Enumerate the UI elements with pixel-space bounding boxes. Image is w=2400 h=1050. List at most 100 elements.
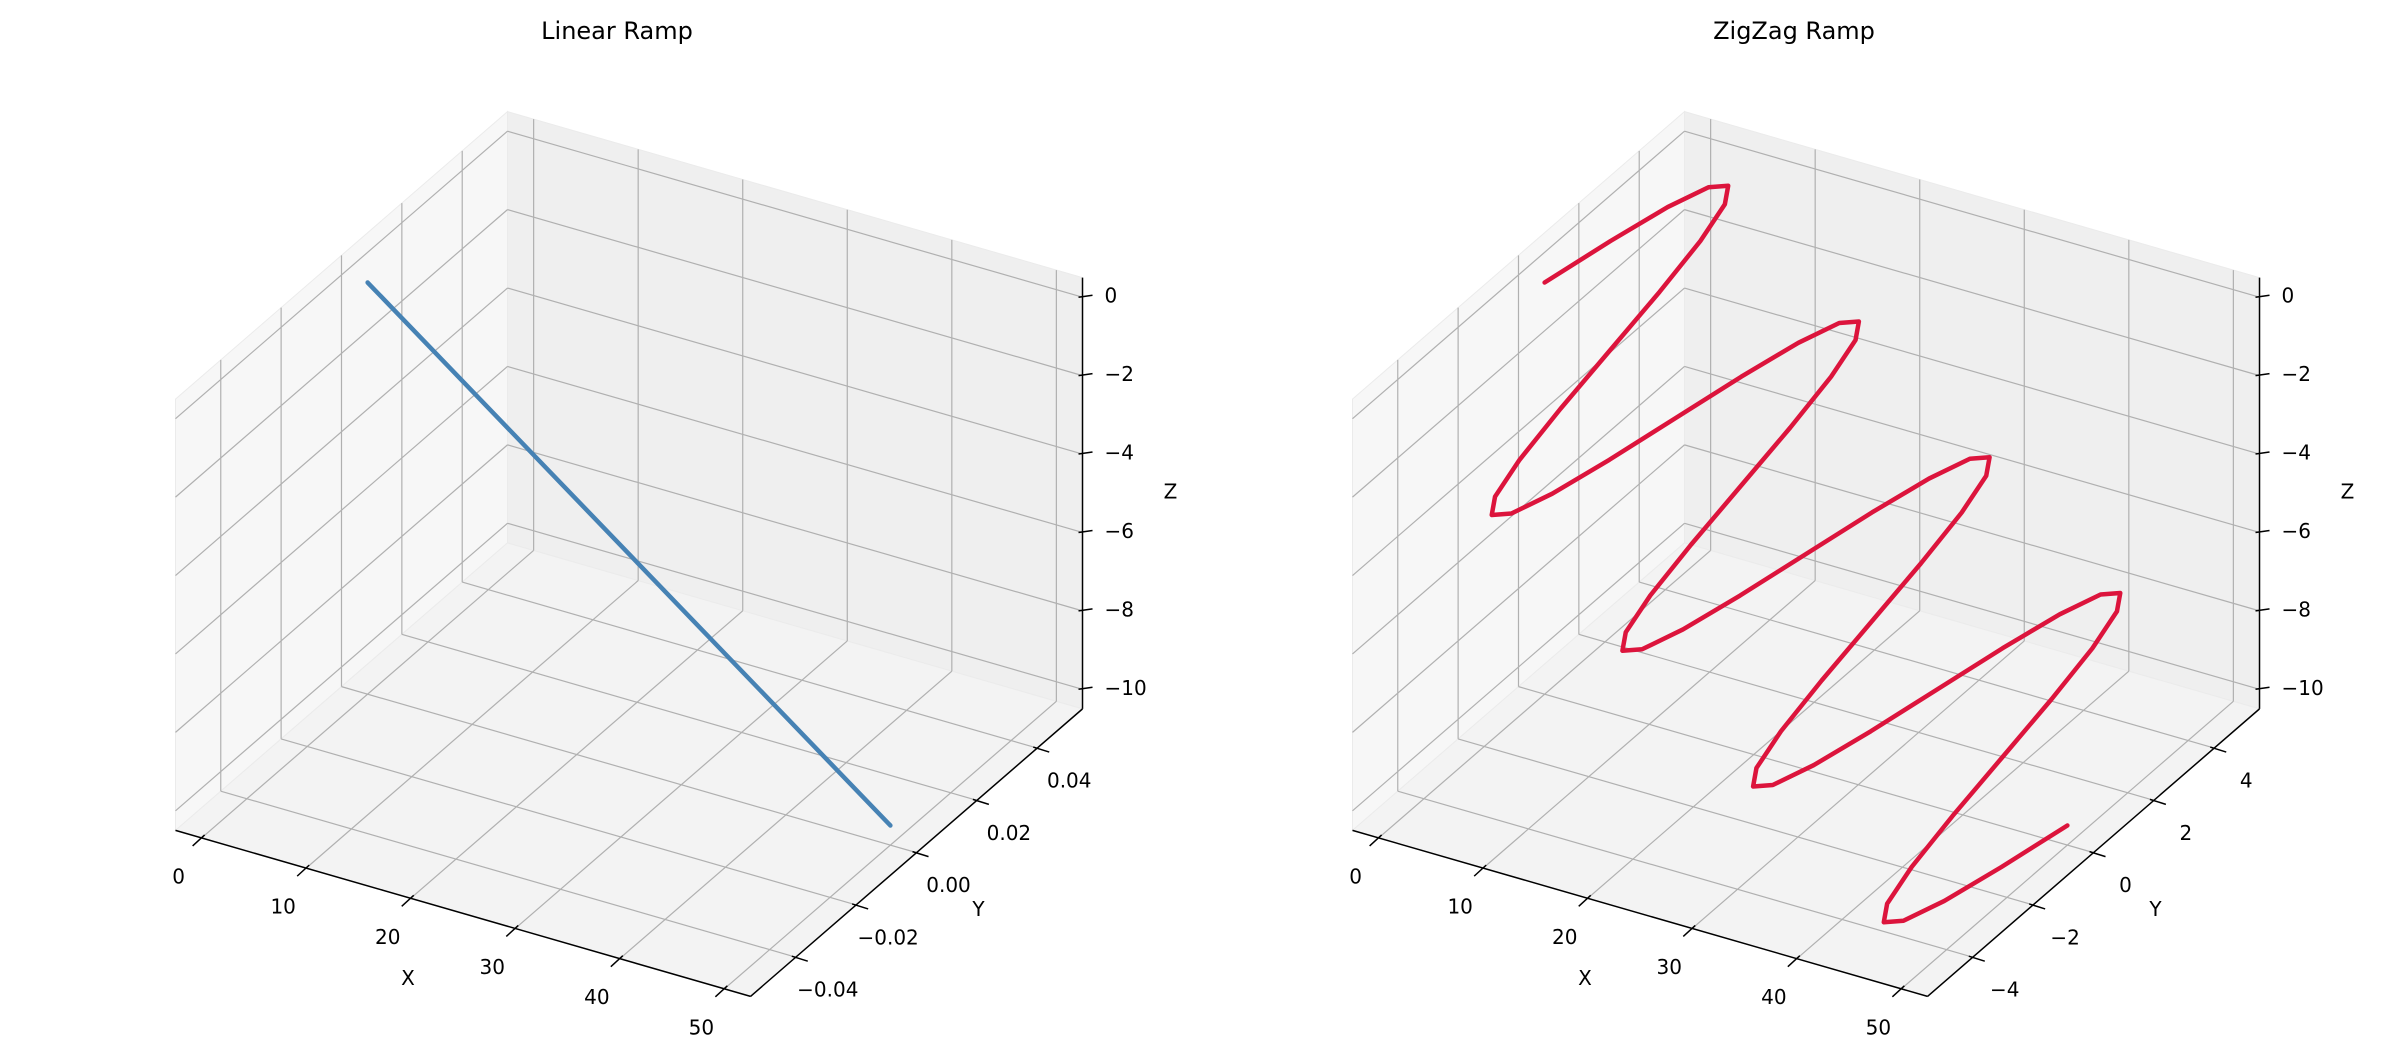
grid-line	[1352, 287, 1685, 577]
grid-line	[175, 209, 508, 498]
x-tick-label: 10	[270, 895, 295, 919]
z-tick-label: −6	[1105, 519, 1134, 543]
z-axis-label: Z	[1164, 480, 1178, 504]
z-tick	[2255, 451, 2270, 455]
x-tick	[610, 955, 624, 968]
x-axis-label: X	[1578, 966, 1592, 990]
x-tick-label: 50	[689, 1015, 714, 1039]
grid-line	[401, 633, 978, 801]
x-tick	[1578, 894, 1592, 907]
y-tick-label: 0	[2119, 873, 2132, 897]
grid-line	[341, 686, 917, 854]
data-line	[1489, 183, 2123, 925]
axis-line	[175, 829, 751, 998]
y-axis-label: Y	[2148, 897, 2162, 921]
x-tick-label: 20	[1552, 925, 1577, 949]
z-tick	[1078, 529, 1093, 534]
z-tick-label: 0	[2282, 284, 2295, 308]
z-tick	[2255, 686, 2270, 691]
x-tick	[1787, 955, 1801, 968]
y-tick-label: −0.04	[797, 978, 858, 1002]
grid-line	[1684, 365, 2260, 534]
grid-line	[175, 365, 508, 655]
z-tick-label: −4	[1105, 441, 1134, 465]
chart-title: ZigZag Ramp	[1713, 17, 1875, 45]
z-tick-label: −6	[2282, 519, 2311, 543]
y-tick-label: 2	[2180, 821, 2193, 845]
grid-line	[462, 581, 1038, 749]
x-tick	[1682, 924, 1696, 938]
y-tick	[972, 798, 990, 806]
x-tick-label: 10	[1447, 895, 1472, 919]
y-tick-label: 0.00	[926, 873, 971, 897]
y-tick-label: −4	[1990, 978, 2019, 1002]
grid-line	[1639, 581, 2215, 749]
grid-line	[175, 522, 508, 812]
grid-line	[507, 522, 1083, 690]
y-tick	[2210, 746, 2227, 753]
x-tick-label: 50	[1866, 1015, 1891, 1039]
z-tick	[2255, 372, 2270, 377]
y-tick	[912, 850, 929, 858]
x-tick-label: 20	[375, 925, 400, 949]
grid-line	[1352, 444, 1685, 733]
grid-line	[507, 209, 1083, 377]
z-tick-label: −2	[1105, 362, 1134, 386]
x-tick	[1473, 864, 1487, 877]
y-tick-label: −0.02	[857, 925, 918, 949]
grid-line	[1578, 633, 2155, 801]
y-tick-label: 4	[2240, 769, 2253, 793]
x-tick-label: 40	[1761, 985, 1786, 1009]
grid-line	[280, 738, 857, 906]
z-tick	[2255, 294, 2270, 298]
grid-line	[1684, 287, 2260, 455]
z-tick	[1078, 686, 1093, 691]
z-tick	[2255, 608, 2270, 612]
data-line	[365, 280, 893, 828]
x-tick-label: 40	[584, 985, 609, 1009]
grid-line	[1684, 444, 2260, 612]
y-tick	[2028, 903, 2046, 910]
z-tick-label: −4	[2282, 441, 2311, 465]
y-tick-label: −2	[2050, 925, 2079, 949]
grid-line	[1684, 209, 2260, 377]
z-tick	[1078, 294, 1093, 298]
x-tick	[192, 834, 206, 847]
chart-title: Linear Ramp	[541, 17, 693, 45]
x-tick	[714, 985, 728, 998]
grid-line	[220, 790, 796, 958]
axis-line	[1352, 829, 1928, 998]
y-tick	[2149, 798, 2167, 806]
x-tick-label: 0	[1349, 864, 1362, 888]
grid-line	[1352, 209, 1685, 498]
grid-line	[1684, 522, 2260, 690]
x-tick-label: 0	[172, 864, 185, 888]
z-tick	[1078, 451, 1093, 455]
y-axis-label: Y	[971, 897, 985, 921]
y-tick-label: 0.02	[987, 821, 1032, 845]
grid-line	[507, 287, 1083, 455]
grid-line	[175, 130, 508, 420]
grid-line	[1397, 790, 1973, 958]
x-tick	[1891, 985, 1905, 998]
y-tick	[791, 955, 809, 962]
grid-line	[1352, 522, 1685, 812]
z-tick-label: −2	[2282, 362, 2311, 386]
z-tick	[1078, 372, 1093, 377]
x-tick	[505, 924, 519, 938]
grid-line	[175, 287, 508, 577]
grid-line	[507, 444, 1083, 612]
z-tick-label: −10	[1105, 676, 1147, 700]
grid-line	[1457, 738, 2034, 906]
z-tick-label: −8	[2282, 597, 2311, 621]
x-tick	[296, 864, 310, 877]
y-tick	[1033, 746, 1050, 753]
grid-line	[1684, 130, 2260, 298]
z-tick-label: −10	[2282, 676, 2324, 700]
x-tick	[1369, 834, 1383, 847]
z-axis-label: Z	[2341, 480, 2355, 504]
grid-line	[507, 130, 1083, 298]
z-tick-label: 0	[1105, 284, 1118, 308]
x-tick-label: 30	[480, 955, 505, 979]
z-tick	[2255, 529, 2270, 534]
